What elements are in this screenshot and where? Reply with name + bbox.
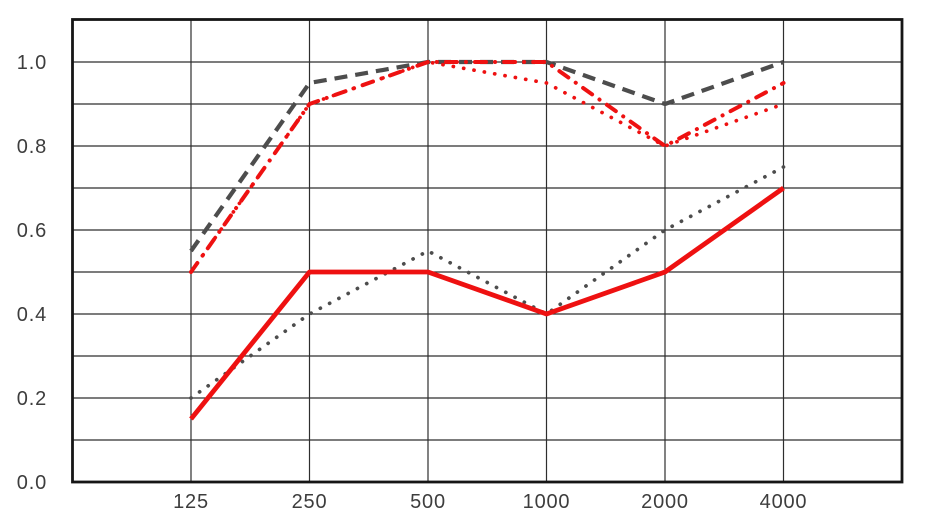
series-dark-dashed-line xyxy=(189,59,785,253)
y-tick-label: 0.8 xyxy=(17,136,47,158)
x-tick-label: 2000 xyxy=(641,491,689,513)
y-tick-label: 0.6 xyxy=(17,220,47,242)
x-tick-label: 1000 xyxy=(523,491,571,513)
y-tick-label: 0.0 xyxy=(17,472,47,494)
x-tick-label: 4000 xyxy=(760,491,808,513)
y-axis-labels: 1.0 0.8 0.6 0.4 0.2 0.0 xyxy=(17,52,47,494)
y-tick-label: 0.4 xyxy=(17,304,47,326)
grid-lines xyxy=(72,19,902,482)
y-tick-label: 1.0 xyxy=(17,52,47,74)
plot-border xyxy=(71,18,904,484)
x-tick-label: 250 xyxy=(292,491,328,513)
series-dark-dotted-line xyxy=(189,165,786,400)
plot-border-group xyxy=(71,18,904,484)
x-axis-labels: 125 250 500 1000 2000 4000 xyxy=(173,491,808,513)
x-tick-label: 500 xyxy=(410,491,446,513)
series-red-dash-dot-line xyxy=(189,60,786,274)
y-tick-label: 0.2 xyxy=(17,388,47,410)
series-lines xyxy=(189,59,786,421)
x-tick-label: 125 xyxy=(173,491,209,513)
series-red-solid-line xyxy=(189,186,785,421)
series-red-dotted-line xyxy=(189,60,786,274)
